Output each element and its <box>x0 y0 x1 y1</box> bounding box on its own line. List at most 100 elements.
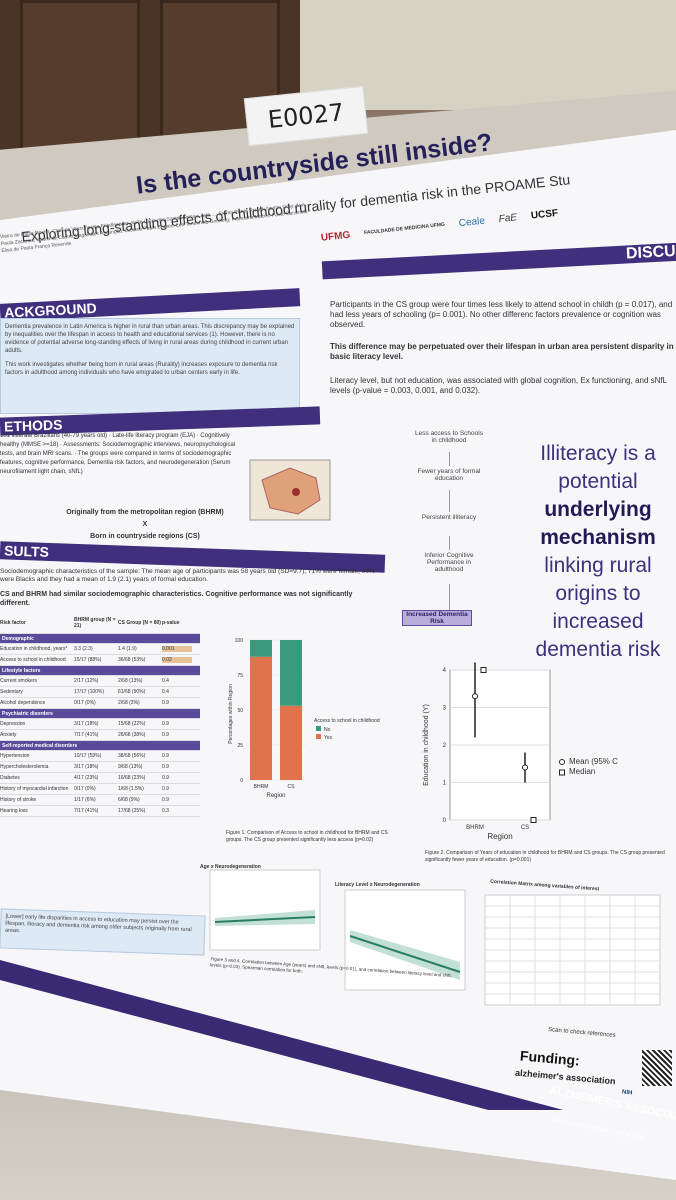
table-cell: Depression <box>0 721 26 727</box>
table-cell: 2/17 (12%) <box>74 678 99 684</box>
table-row: Alcohol dependence 0/17 (0%) 2/68 (3%) 0.9 <box>0 698 200 709</box>
table-cell: 26/68 (38%) <box>118 732 146 738</box>
table-cell: 0.9 <box>162 732 169 738</box>
table-group-header: Demographic <box>0 634 200 644</box>
y-tick-label: 75 <box>237 673 243 679</box>
table-cell: Hypercholesterolemia <box>0 764 49 770</box>
y-tick-label: 25 <box>237 743 243 749</box>
flow-connector <box>449 490 450 512</box>
quote-line: potential <box>558 470 638 493</box>
table-cell: 0.02 <box>162 657 192 663</box>
quote-line: mechanism <box>540 526 656 549</box>
legend-mean-marker <box>559 759 565 765</box>
table-group-header: Lifestyle factors <box>0 666 200 676</box>
table-cell: 0.3 <box>162 808 169 814</box>
table-cell: Alcohol dependence <box>0 700 46 706</box>
table-group-header: Self-reported medical disorders <box>0 741 200 751</box>
door-panel <box>20 0 140 160</box>
quote-line: dementia risk <box>535 638 661 661</box>
table-cell: 3/17 (18%) <box>74 764 99 770</box>
table-row: Hypertension 10/17 (59%) 38/68 (56%) 0.9 <box>0 751 200 762</box>
ufmg-logo: UFMG <box>320 229 351 244</box>
table-cell: Hearing loss <box>0 808 28 814</box>
table-header: CS Group (N = 80) <box>118 619 161 626</box>
results-highlight: CS and BHRM had similar sociodemographic… <box>0 591 353 607</box>
table-cell: 17/17 (100%) <box>74 689 105 695</box>
legend-label: Mean (95% C <box>569 757 618 766</box>
table-cell: 15/68 (22%) <box>118 721 146 727</box>
flow-connector <box>449 452 450 466</box>
table-cell: Access to school in childhood <box>0 657 66 663</box>
y-tick-label: 2 <box>443 743 447 749</box>
correlation-matrix-table <box>484 894 661 1006</box>
flow-step-4: Inferior Cognitive Performance in adulth… <box>424 552 474 573</box>
table-cell: 38/68 (56%) <box>118 753 146 759</box>
table-cell: 0/17 (0%) <box>74 700 96 706</box>
table-cell: 0.4 <box>162 678 169 684</box>
legend-label: Yes <box>324 735 333 741</box>
background-text-2: This work investigates whether being bor… <box>5 362 278 376</box>
flow-connector <box>449 584 450 610</box>
table-row: Hearing loss 7/17 (41%) 17/68 (25%) 0.3 <box>0 806 200 817</box>
table-row: History of stroke 1/17 (6%) 6/68 (9%) 0.9 <box>0 795 200 806</box>
y-tick-label: 0 <box>443 818 447 824</box>
table-cell: Anxiety <box>0 732 17 738</box>
legend-swatch <box>316 726 321 731</box>
table-cell: 0.9 <box>162 700 169 706</box>
table-cell: History of myocardial infarction <box>0 786 69 792</box>
x-tick-label: BHRM <box>254 784 269 790</box>
table-cell: 0.9 <box>162 786 169 792</box>
mean-point <box>522 764 528 771</box>
legend-title: Access to school in childhood <box>314 718 380 724</box>
table-header: Risk factor <box>0 619 26 626</box>
table-body: Demographic Education in childhood, years… <box>0 634 200 817</box>
background-text-1: Dementia prevalence in Latin America is … <box>5 324 295 354</box>
flow-connector <box>449 536 450 550</box>
table-cell: 2/68 (3%) <box>118 700 140 706</box>
qr-code[interactable] <box>642 1050 672 1086</box>
x-axis-label: Region <box>266 793 285 799</box>
x-tick-label: CS <box>288 784 296 790</box>
table-header: p-value <box>162 619 180 626</box>
table-cell: 0.9 <box>162 753 169 759</box>
table-cell: 3/17 (18%) <box>74 721 99 727</box>
fae-logo: FaE <box>498 211 518 225</box>
ucsf-logo: UCSF <box>530 207 559 222</box>
flow-step-2: Fewer years of formal education <box>417 468 481 482</box>
access-bar-chart: Percentages within Region 0 25 50 75 100 BHRM C… <box>228 638 380 799</box>
bar-yes <box>280 705 302 780</box>
y-axis-label: Education in childhood (Y) <box>423 704 430 786</box>
figure1-caption: Figure 1. Comparison of Access to school… <box>226 830 388 843</box>
table-cell: 1/17 (6%) <box>74 797 96 803</box>
nih-logo: NIH <box>621 1089 633 1097</box>
table-row: Hypercholesterolemia 3/17 (18%) 9/68 (13%)… <box>0 762 200 773</box>
methods-origin-2: Born in countryside regions (CS) <box>90 533 200 540</box>
x-axis-label: Region <box>487 832 512 841</box>
table-header-row: Risk factor BHRM group (N = 21) CS Group… <box>0 612 200 634</box>
bar-yes <box>250 656 272 780</box>
y-tick-label: 4 <box>443 668 447 674</box>
x-tick-label: CS <box>521 825 529 831</box>
results-text: Sociodemographic characteristics of the … <box>0 568 375 583</box>
brazil-map <box>249 459 331 521</box>
table-cell: 2/68 (13%) <box>118 678 143 684</box>
table-row: Sedentary 17/17 (100%) 61/68 (90%) 0.4 <box>0 687 200 698</box>
methods-origin-x: X <box>142 521 148 528</box>
table-cell: Hypertension <box>0 753 30 759</box>
bhrm-marker <box>292 488 300 496</box>
legend-label: No <box>324 727 331 733</box>
trend-line <box>214 916 316 923</box>
table-header: BHRM group (N = 21) <box>74 616 116 629</box>
table-row: Current smokers 2/17 (12%) 2/68 (13%) 0.4 <box>0 676 200 687</box>
table-cell: 15/17 (88%) <box>74 657 102 663</box>
legend-label: Median <box>569 767 595 776</box>
flow-step-5: Increased Dementia Risk <box>402 610 472 626</box>
y-tick-label: 50 <box>237 708 243 714</box>
background-box: Dementia prevalence in Latin America is … <box>0 318 300 414</box>
table-cell: Current smokers <box>0 678 37 684</box>
table-cell: Sedentary <box>0 689 23 695</box>
legend-median-marker <box>559 769 565 776</box>
median-point <box>530 817 537 823</box>
table-row: Diabetes 4/17 (23%) 16/68 (23%) 0.9 <box>0 773 200 784</box>
table-cell: 0.001 <box>162 646 192 652</box>
